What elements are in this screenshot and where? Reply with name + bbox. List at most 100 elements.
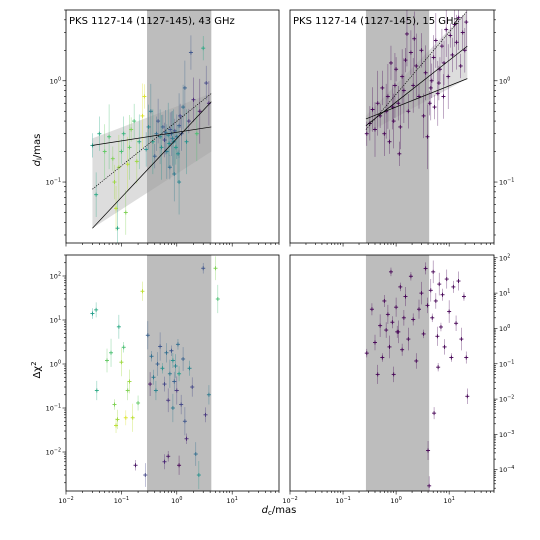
data-point [182,407,187,436]
y-tick-label: 102 [499,253,510,262]
data-point [116,134,121,200]
data-point [186,108,191,134]
data-point [385,64,390,129]
y-tick-label: 100 [50,76,61,85]
data-point [201,262,206,274]
data-point [172,371,177,392]
data-point [433,293,438,309]
data-point [390,316,395,329]
data-point [169,345,174,357]
panel-top-left: 10−1 100 PKS 1127-14 (1127-145), 43 GHz [46,9,280,247]
data-point [136,395,141,411]
y-tick-label: 101 [50,315,61,324]
data-point [395,325,400,338]
data-point [112,399,117,410]
x-tick-label: 101 [227,496,238,505]
data-point [369,303,374,316]
shaded-range [365,255,430,491]
data-point [167,131,172,156]
data-point [400,343,405,356]
data-point [449,353,454,362]
data-point [392,53,397,118]
data-point [193,442,198,466]
data-point [465,388,470,405]
data-point [432,407,437,420]
data-point [406,94,411,129]
data-point [425,104,430,170]
data-point [444,269,449,289]
data-point [447,300,452,323]
data-point [110,146,115,171]
plot-area [90,10,212,243]
data-point [204,65,209,101]
data-point [432,94,437,120]
x-axis-unit: /mas [272,505,296,516]
data-point [372,102,377,157]
data-point [436,65,441,101]
data-point [121,341,126,353]
data-point [428,55,433,121]
data-point [152,144,157,169]
data-point [460,15,465,50]
data-point [172,146,177,202]
data-point [456,10,461,51]
data-point [166,388,171,413]
data-point [451,280,456,293]
data-point [452,10,457,47]
data-point [414,353,419,369]
data-point [140,281,145,301]
data-point [387,129,392,154]
data-point [102,124,107,179]
data-point [456,271,461,291]
data-point [109,338,114,367]
y-axis-title-bottom: Δχ2 [30,361,43,378]
panel-top-right: 10−1 100 PKS 1127-14 (1127-145), 15 GHz [289,9,514,247]
data-point [105,348,110,373]
data-point [107,104,112,170]
data-point [158,332,163,361]
fit-line [92,126,212,146]
plot-area [364,255,470,491]
y-tick-label: 100 [499,76,510,85]
data-point [151,369,156,385]
data-point [439,28,444,64]
data-point [459,327,464,351]
data-point [398,104,403,150]
data-point [382,294,387,307]
data-point [162,376,167,392]
data-point [94,380,99,401]
data-point [394,57,399,82]
y-tick-label: 10−1 [499,359,514,368]
data-point [203,407,208,423]
data-point [462,28,467,73]
data-point [175,339,180,350]
data-point [181,347,186,371]
data-point [213,256,218,281]
data-point [187,360,192,376]
data-point [170,353,175,368]
data-point [442,339,447,355]
data-point [132,103,137,139]
data-point [143,463,148,487]
data-point [375,70,380,136]
panel-title: PKS 1127-14 (1127-145), 43 GHz [69,16,235,27]
y-tick-label: 10−1 [46,178,61,187]
y-tick-label: 10−1 [46,404,61,413]
data-point [428,279,433,302]
data-point [119,348,124,377]
y-tick-label: 10−2 [46,448,61,457]
data-point [127,369,132,394]
y-tick-label: 100 [499,324,510,333]
data-point [125,136,130,192]
data-point [394,297,399,317]
data-point [145,321,150,350]
y-tick-label: 102 [50,271,61,280]
data-point [397,141,402,166]
data-point [404,10,409,67]
data-point [137,114,142,170]
data-point [448,23,453,48]
data-point [431,260,436,284]
data-point [430,313,435,323]
data-point [155,352,160,376]
